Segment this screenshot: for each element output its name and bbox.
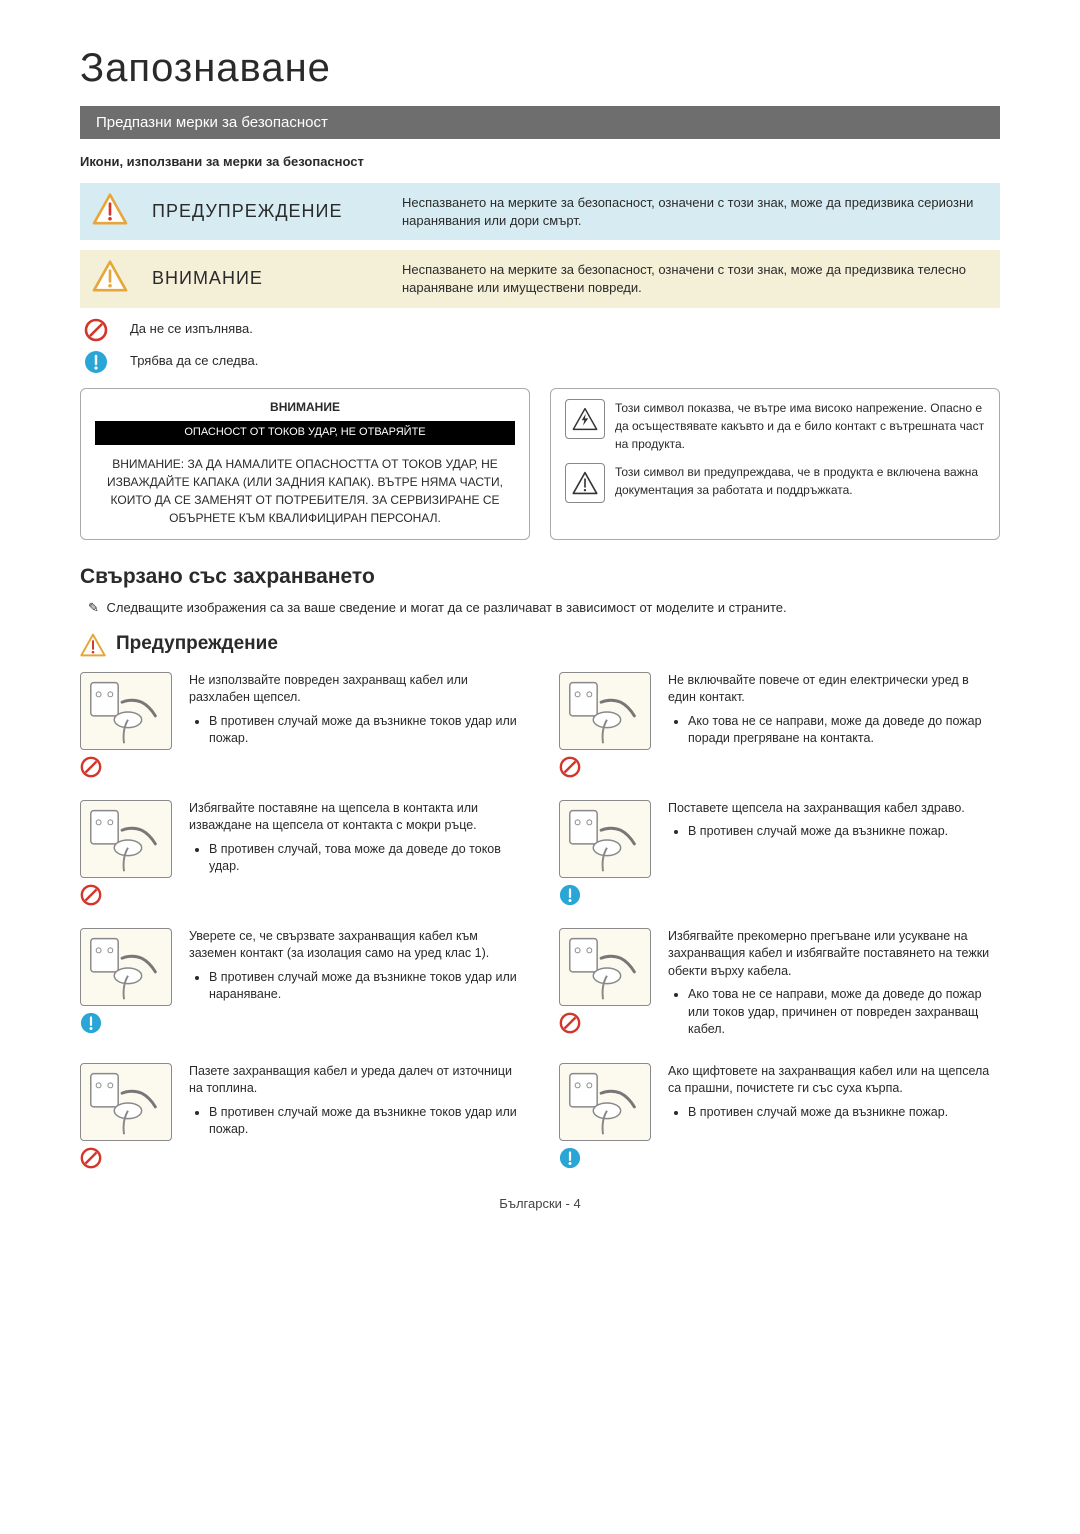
power-note: ✎ Следващите изображения са за ваше свед… bbox=[80, 599, 1000, 617]
legend-must-text: Трябва да се следва. bbox=[130, 352, 258, 370]
section-bar: Предпазни мерки за безопасност bbox=[80, 106, 1000, 139]
callout-warning-label: ПРЕДУПРЕЖДЕНИЕ bbox=[140, 183, 390, 240]
prohibit-icon bbox=[84, 318, 112, 342]
warning-icon bbox=[92, 193, 128, 225]
symbol-box: Този символ показва, че вътре има високо… bbox=[550, 388, 1000, 540]
warn-bullet: В противен случай може да възникне пожар… bbox=[688, 1104, 1000, 1122]
warn-bullet: В противен случай може да възникне токов… bbox=[209, 1104, 521, 1139]
power-note-text: Следващите изображения са за ваше сведен… bbox=[107, 600, 787, 615]
caution-box-band: ОПАСНОСТ ОТ ТОКОВ УДАР, НЕ ОТВАРЯЙТЕ bbox=[95, 421, 515, 444]
warn-illustration bbox=[559, 1063, 651, 1141]
prohibit-icon bbox=[559, 756, 581, 778]
prohibit-icon bbox=[80, 884, 102, 906]
warn-lead: Ако щифтовете на захранващия кабел или н… bbox=[668, 1063, 1000, 1098]
caution-box-head: ВНИМАНИЕ bbox=[95, 399, 515, 416]
page-footer: Български - 4 bbox=[80, 1195, 1000, 1213]
note-icon: ✎ bbox=[88, 600, 99, 615]
warning-icon bbox=[80, 633, 106, 657]
warn-item: Пазете захранващия кабел и уреда далеч о… bbox=[80, 1063, 521, 1169]
prohibit-icon bbox=[80, 756, 102, 778]
warn-lead: Не включвайте повече от един електрическ… bbox=[668, 672, 1000, 707]
must-icon bbox=[80, 1012, 102, 1034]
warn-item: Не използвайте повреден захранващ кабел … bbox=[80, 672, 521, 778]
warn-illustration bbox=[559, 800, 651, 878]
must-icon bbox=[559, 884, 581, 906]
footer-lang: Български bbox=[499, 1196, 562, 1211]
warn-bullet: В противен случай, това може да доведе д… bbox=[209, 841, 521, 876]
callout-caution-row: ВНИМАНИЕ Неспазването на мерките за безо… bbox=[80, 250, 1000, 307]
warn-bullet: В противен случай може да възникне токов… bbox=[209, 969, 521, 1004]
warn-lead: Уверете се, че свързвате захранващия каб… bbox=[189, 928, 521, 963]
callout-caution-label: ВНИМАНИЕ bbox=[140, 250, 390, 307]
warn-item: Ако щифтовете на захранващия кабел или н… bbox=[559, 1063, 1000, 1169]
warn-illustration bbox=[80, 928, 172, 1006]
warn-grid: Не използвайте повреден захранващ кабел … bbox=[80, 672, 1000, 1169]
doc-notice-icon bbox=[565, 463, 605, 503]
caution-box-body: ВНИМАНИЕ: ЗА ДА НАМАЛИТЕ ОПАСНОСТТА ОТ Т… bbox=[95, 455, 515, 527]
warn-illustration bbox=[559, 672, 651, 750]
warn-lead: Пазете захранващия кабел и уреда далеч о… bbox=[189, 1063, 521, 1098]
legend-prohibit-text: Да не се изпълнява. bbox=[130, 320, 253, 338]
warn-illustration bbox=[80, 1063, 172, 1141]
warn-item: Избягвайте прекомерно прегъване или усук… bbox=[559, 928, 1000, 1041]
prohibit-icon bbox=[80, 1147, 102, 1169]
warn-lead: Избягвайте поставяне на щепсела в контак… bbox=[189, 800, 521, 835]
warn-illustration bbox=[80, 672, 172, 750]
warn-lead: Поставете щепсела на захранващия кабел з… bbox=[668, 800, 1000, 818]
warn-heading-text: Предупреждение bbox=[116, 631, 278, 658]
warn-bullet: Ако това не се направи, може да доведе д… bbox=[688, 986, 1000, 1039]
callout-caution-desc: Неспазването на мерките за безопасност, … bbox=[390, 250, 1000, 307]
doc-notice-text: Този символ ви предупреждава, че в проду… bbox=[615, 463, 985, 499]
warn-item: Уверете се, че свързвате захранващия каб… bbox=[80, 928, 521, 1041]
warn-heading: Предупреждение bbox=[80, 631, 1000, 658]
footer-page: 4 bbox=[573, 1196, 580, 1211]
callout-warning-desc: Неспазването на мерките за безопасност, … bbox=[390, 183, 1000, 240]
prohibit-icon bbox=[559, 1012, 581, 1034]
warn-lead: Не използвайте повреден захранващ кабел … bbox=[189, 672, 521, 707]
warn-item: Избягвайте поставяне на щепсела в контак… bbox=[80, 800, 521, 906]
must-icon bbox=[559, 1147, 581, 1169]
warn-bullet: В противен случай може да възникне токов… bbox=[209, 713, 521, 748]
page-title: Запознаване bbox=[80, 40, 1000, 96]
callout-warning-row: ПРЕДУПРЕЖДЕНИЕ Неспазването на мерките з… bbox=[80, 183, 1000, 240]
warn-lead: Избягвайте прекомерно прегъване или усук… bbox=[668, 928, 1000, 981]
warn-illustration bbox=[559, 928, 651, 1006]
legend-prohibit: Да не се изпълнява. bbox=[84, 318, 1000, 342]
must-icon bbox=[84, 350, 112, 374]
high-voltage-icon bbox=[565, 399, 605, 439]
caution-icon bbox=[92, 260, 128, 292]
caution-box: ВНИМАНИЕ ОПАСНОСТ ОТ ТОКОВ УДАР, НЕ ОТВА… bbox=[80, 388, 530, 540]
warn-item: Поставете щепсела на захранващия кабел з… bbox=[559, 800, 1000, 906]
legend-must: Трябва да се следва. bbox=[84, 350, 1000, 374]
warn-illustration bbox=[80, 800, 172, 878]
warn-bullet: Ако това не се направи, може да доведе д… bbox=[688, 713, 1000, 748]
warn-bullet: В противен случай може да възникне пожар… bbox=[688, 823, 1000, 841]
power-heading: Свързано със захранването bbox=[80, 562, 1000, 591]
sub-heading: Икони, използвани за мерки за безопаснос… bbox=[80, 153, 1000, 171]
warn-item: Не включвайте повече от един електрическ… bbox=[559, 672, 1000, 778]
high-voltage-text: Този символ показва, че вътре има високо… bbox=[615, 399, 985, 453]
